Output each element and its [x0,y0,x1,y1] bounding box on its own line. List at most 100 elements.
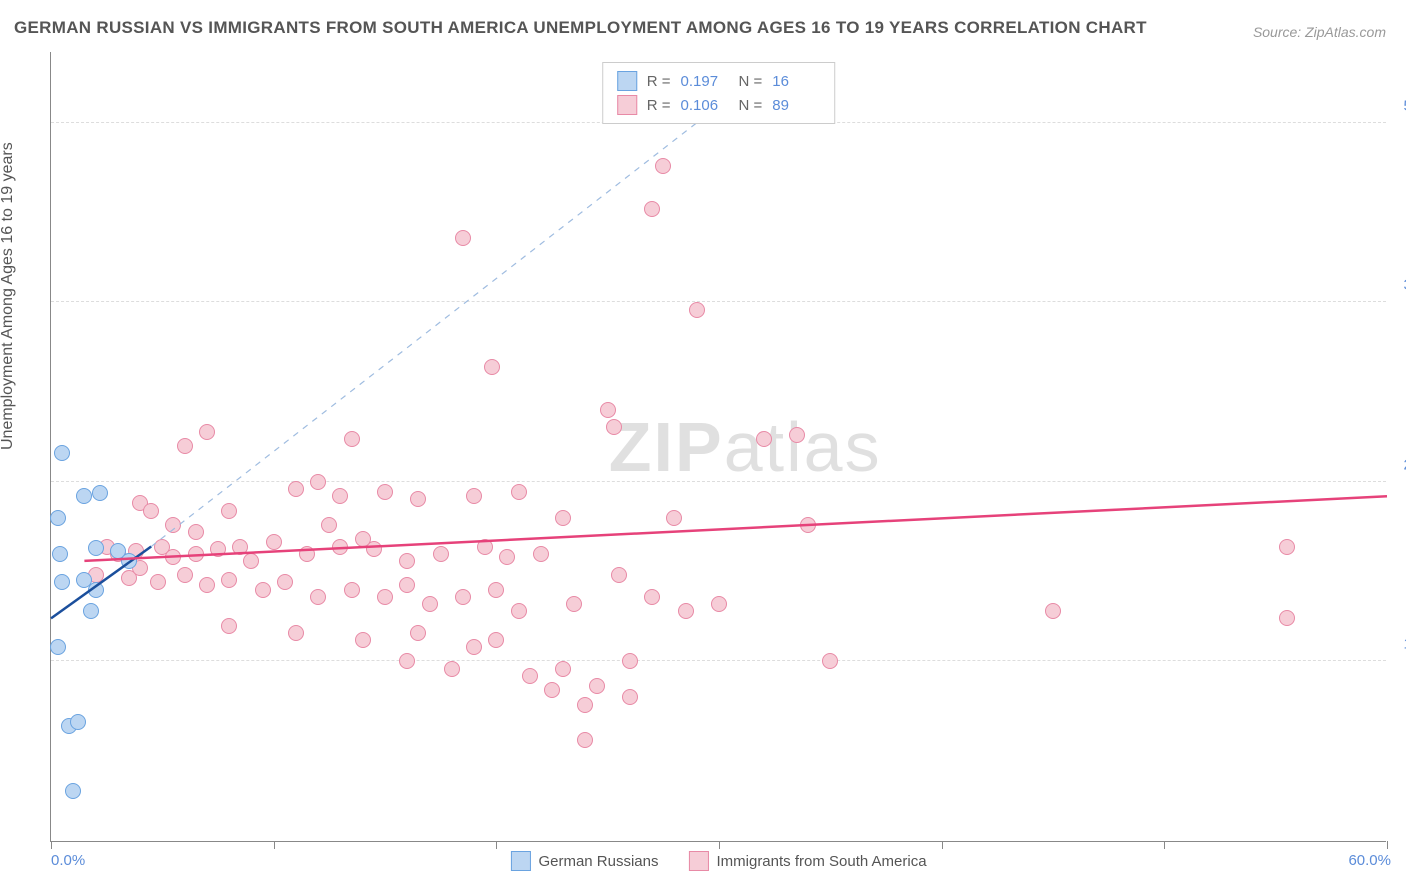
scatter-point [310,589,326,605]
correlation-legend: R =0.197N =16R =0.106N =89 [602,62,836,124]
scatter-point [65,783,81,799]
scatter-point [600,402,616,418]
scatter-point [70,714,86,730]
scatter-point [800,517,816,533]
scatter-point [789,427,805,443]
y-tick-label: 25.0% [1391,456,1406,473]
y-axis-label: Unemployment Among Ages 16 to 19 years [0,142,17,450]
legend-swatch [510,851,530,871]
scatter-point [822,653,838,669]
x-max-label: 60.0% [1348,852,1391,869]
scatter-point [221,572,237,588]
scatter-point [477,539,493,555]
x-tick [1164,841,1165,849]
scatter-point [188,524,204,540]
scatter-point [422,596,438,612]
scatter-point [344,431,360,447]
scatter-point [410,491,426,507]
watermark: ZIPatlas [609,407,882,487]
r-value: 0.197 [681,73,729,90]
scatter-point [589,678,605,694]
scatter-point [299,546,315,562]
scatter-point [577,732,593,748]
legend-label: Immigrants from South America [716,853,926,870]
scatter-point [88,582,104,598]
scatter-point [544,682,560,698]
scatter-point [1045,603,1061,619]
scatter-point [644,589,660,605]
x-tick [719,841,720,849]
legend-item: German Russians [510,851,658,871]
n-value: 89 [772,97,820,114]
scatter-point [555,661,571,677]
x-tick [1387,841,1388,849]
scatter-point [678,603,694,619]
gridline [51,481,1386,482]
scatter-point [666,510,682,526]
n-label: N = [739,97,763,114]
scatter-point [52,546,68,562]
scatter-point [655,158,671,174]
scatter-point [54,445,70,461]
scatter-point [310,474,326,490]
x-tick [51,841,52,849]
n-value: 16 [772,73,820,90]
r-label: R = [647,73,671,90]
scatter-point [332,488,348,504]
scatter-point [83,603,99,619]
scatter-point [332,539,348,555]
scatter-point [466,639,482,655]
scatter-point [143,503,159,519]
scatter-point [76,488,92,504]
trend-line-extrapolated [51,51,1387,841]
scatter-point [92,485,108,501]
scatter-point [210,541,226,557]
scatter-point [1279,539,1295,555]
y-tick-label: 50.0% [1391,97,1406,114]
x-origin-label: 0.0% [51,852,85,869]
trend-line [51,51,1387,841]
x-tick [496,841,497,849]
chart-title: GERMAN RUSSIAN VS IMMIGRANTS FROM SOUTH … [14,18,1147,38]
scatter-point [577,697,593,713]
scatter-point [54,574,70,590]
scatter-point [165,517,181,533]
scatter-point [455,589,471,605]
scatter-point [711,596,727,612]
plot-area: ZIPatlas R =0.197N =16R =0.106N =89 0.0%… [50,52,1386,842]
scatter-point [377,484,393,500]
gridline [51,301,1386,302]
scatter-point [243,553,259,569]
scatter-point [355,632,371,648]
scatter-point [511,484,527,500]
scatter-point [484,359,500,375]
scatter-point [266,534,282,550]
scatter-point [221,503,237,519]
y-tick-label: 37.5% [1391,277,1406,294]
scatter-point [555,510,571,526]
scatter-point [377,589,393,605]
trend-line [51,51,1387,841]
scatter-point [321,517,337,533]
scatter-point [399,553,415,569]
scatter-point [466,488,482,504]
scatter-point [199,577,215,593]
x-tick [274,841,275,849]
scatter-point [288,481,304,497]
scatter-point [177,567,193,583]
scatter-point [488,582,504,598]
series-legend: German Russians Immigrants from South Ame… [510,851,926,871]
scatter-point [622,653,638,669]
scatter-point [644,201,660,217]
x-tick [942,841,943,849]
scatter-point [499,549,515,565]
scatter-point [50,510,66,526]
correlation-legend-row: R =0.197N =16 [617,69,821,93]
y-tick-label: 12.5% [1391,636,1406,653]
scatter-point [566,596,582,612]
scatter-point [50,639,66,655]
r-value: 0.106 [681,97,729,114]
chart-container: GERMAN RUSSIAN VS IMMIGRANTS FROM SOUTH … [0,0,1406,892]
legend-label: German Russians [538,853,658,870]
legend-swatch [617,95,637,115]
